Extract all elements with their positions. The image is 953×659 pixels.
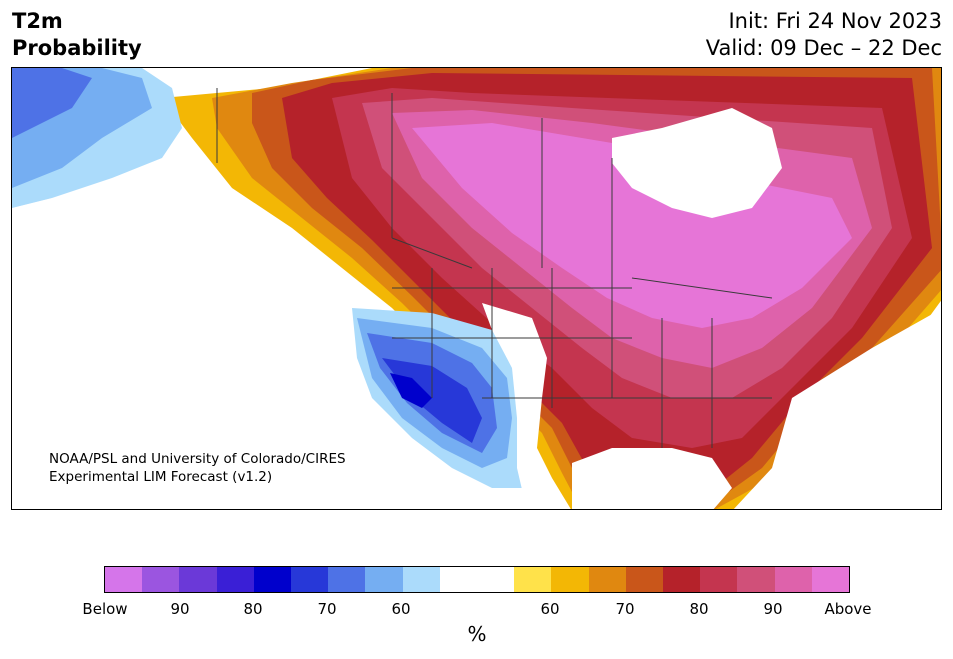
title-line-1: T2m [12, 9, 63, 33]
colorbar-swatch [774, 567, 812, 592]
tick-label: 80 [689, 600, 709, 618]
colorbar-swatch [365, 567, 403, 592]
tick-label: 80 [243, 600, 263, 618]
colorbar-swatch [477, 567, 515, 592]
colorbar-swatch [700, 567, 738, 592]
colorbar-swatch [142, 567, 180, 592]
field-below-75-sw [390, 373, 432, 408]
colorbar-swatch [551, 567, 589, 592]
tick-label: 60 [540, 600, 560, 618]
colorbar-swatch [291, 567, 329, 592]
field-above-max [412, 123, 852, 328]
colorbar-swatch [625, 567, 664, 592]
colorbar-swatch [663, 567, 701, 592]
colorbar-swatch [105, 567, 143, 592]
gulf-of-mexico [572, 448, 732, 509]
tick-label: 90 [763, 600, 783, 618]
colorbar-swatch [514, 567, 552, 592]
colorbar-swatch [402, 567, 440, 592]
valid-range: Valid: 09 Dec – 22 Dec [705, 36, 942, 60]
credit-text: NOAA/PSL and University of Colorado/CIRE… [49, 450, 346, 486]
colorbar-swatch [588, 567, 626, 592]
colorbar-swatch [179, 567, 217, 592]
tick-label: 90 [170, 600, 190, 618]
forecast-dates: Init: Fri 24 Nov 2023 Valid: 09 Dec – 22… [706, 8, 942, 62]
colorbar-swatch [811, 567, 850, 592]
credit-line-2: Experimental LIM Forecast (v1.2) [49, 469, 273, 485]
colorbar [104, 566, 850, 593]
tick-label: Above [824, 600, 872, 618]
field-below-65 [12, 68, 92, 138]
credit-line-1: NOAA/PSL and University of Colorado/CIRE… [49, 451, 346, 467]
colorbar-unit: % [467, 622, 487, 646]
tick-label: 70 [615, 600, 635, 618]
borders [216, 88, 773, 448]
title-line-2: Probability [12, 36, 142, 60]
colorbar-swatch [439, 567, 478, 592]
tick-label: 70 [317, 600, 337, 618]
hudson-bay [612, 108, 782, 218]
colorbar-swatch [216, 567, 254, 592]
init-date: Init: Fri 24 Nov 2023 [728, 9, 942, 33]
colorbar-swatch [253, 567, 292, 592]
map-svg [12, 68, 941, 509]
tick-label: 60 [391, 600, 411, 618]
probability-map [11, 67, 942, 510]
atlantic [733, 309, 941, 509]
map-title: T2m Probability [12, 8, 142, 62]
colorbar-swatch [328, 567, 366, 592]
tick-label: Below [82, 600, 128, 618]
colorbar-swatch [737, 567, 775, 592]
field-neutral-sw [482, 303, 547, 509]
